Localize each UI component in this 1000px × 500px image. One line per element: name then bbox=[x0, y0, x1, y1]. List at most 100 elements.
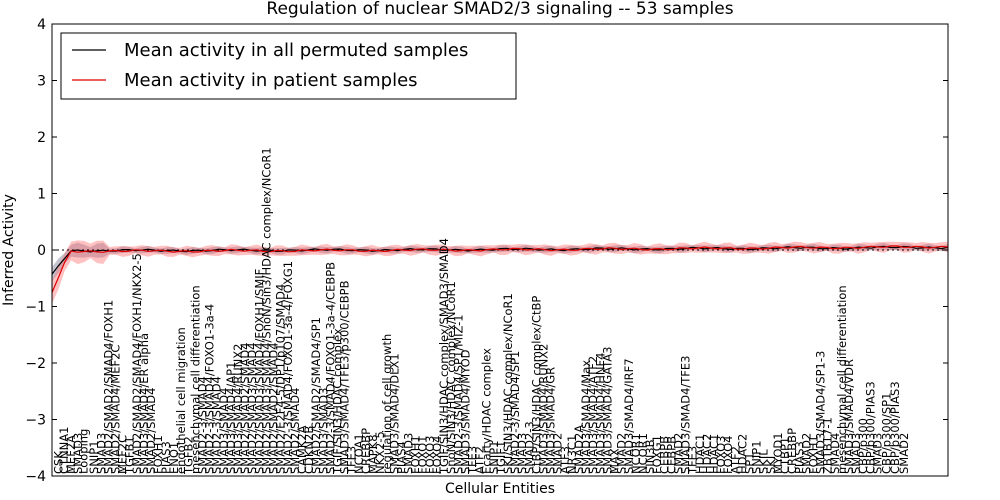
entity-label: SKI bbox=[764, 456, 778, 474]
entity-label: SMAD3/SMAD4/HNF4 bbox=[593, 353, 607, 474]
entity-label: MEF2A bbox=[64, 435, 78, 474]
entity-label: SMAD2-3/SMAD4 bbox=[196, 376, 210, 474]
entity-label: SMAD2 bbox=[672, 433, 686, 474]
entity-label: ZBTB17-1 bbox=[821, 417, 835, 474]
entity-label: SMAD2/E2F4-5/DP1/p107/SMAD4 bbox=[274, 284, 288, 474]
entity-label: SMAD3/SMAD4/RUNX2 bbox=[537, 344, 551, 474]
entity-label: SMAD3 bbox=[515, 433, 529, 474]
y-tick-label: −3 bbox=[25, 413, 46, 429]
entity-label: FOXH1 bbox=[151, 435, 165, 474]
entity-label: TFE3 bbox=[345, 446, 359, 475]
entity-label: NCOR1 bbox=[629, 433, 643, 474]
entity-label: mesenchymal cell differentiation bbox=[188, 285, 202, 474]
entity-label: MEF2C bbox=[116, 435, 130, 474]
entity-label: SnoN/SIN3/HDAC complex/NCoR1 bbox=[444, 281, 458, 474]
entity-label: NKX2-5 bbox=[373, 431, 387, 474]
entity-label: TFE3 bbox=[686, 446, 700, 475]
entity-label: SMAD2/SMAD2/SMAD4 bbox=[267, 342, 281, 474]
entity-label: SMAD3/SMAD4/MYOD bbox=[458, 349, 472, 474]
legend-label-patient: Mean activity in patient samples bbox=[124, 70, 418, 91]
entity-label: CBP/p300/PIAS3 bbox=[863, 381, 877, 474]
entity-label: SMAD2/SMAD2/SMAD4/SP1 bbox=[309, 317, 323, 474]
entity-label: SMAD3 bbox=[71, 433, 85, 474]
entity-label: CTNNA1 bbox=[57, 427, 71, 474]
entity-label: SKIL bbox=[757, 449, 771, 474]
entity-label: SMAD3/SMAD4/Max bbox=[579, 360, 593, 474]
entity-label: TGFB1 bbox=[123, 436, 137, 475]
y-tick-label: −4 bbox=[25, 469, 46, 485]
entity-label: CSK bbox=[52, 451, 66, 474]
entity-label: SMAD3/SMAD4/TFE3 bbox=[679, 356, 693, 475]
entity-label: SMAD2-3/SMAD4 bbox=[210, 376, 224, 474]
legend-label-permuted: Mean activity in all permuted samples bbox=[124, 40, 468, 61]
y-tick-label: −1 bbox=[25, 300, 46, 316]
entity-label: NCOR1 bbox=[636, 433, 650, 474]
y-tick-label: 3 bbox=[37, 74, 46, 90]
entity-label: CBP/p300 bbox=[856, 418, 870, 474]
entity-label: SMAD3/SMAD4/VDR bbox=[842, 359, 856, 474]
y-tick-label: 1 bbox=[37, 187, 46, 203]
entity-label: FOXO4 bbox=[430, 436, 444, 474]
entity-label: SMAD2/SMAD4/MEF2C bbox=[109, 345, 123, 474]
entity-label: TGIF/SIN3/HDAC complex bbox=[331, 328, 345, 475]
entity-label: endothelial cell migration bbox=[174, 327, 188, 474]
entity-label: SMAD2-3/SMAD4/FOXO1-3a-4/CEBPB bbox=[323, 262, 337, 474]
y-tick-label: 0 bbox=[37, 243, 46, 259]
y-tick-label: 2 bbox=[37, 130, 46, 146]
entity-label: CAMK2A bbox=[295, 425, 309, 474]
entity-label: HDAC2 bbox=[735, 434, 749, 474]
entity-label: SMAD2-3/SMAD4/FOXO1-3a-4/FOXG1 bbox=[281, 261, 295, 474]
entity-label: SMAD3/SMAD4/RUNX2 bbox=[231, 344, 245, 474]
entity-label: SMAD3/SMAD4 bbox=[217, 388, 231, 474]
entity-label: SMAD2/SMAD3/SMAD4/SnoN/Sin3/HDAC complex… bbox=[260, 147, 274, 474]
entity-label: SMAD2/SMAD2/SMAD4 bbox=[238, 342, 252, 474]
entity-label: SMAD2 bbox=[799, 433, 813, 474]
entity-label: SMAD2/SMAD4 bbox=[144, 388, 158, 474]
entity-label: MAPK8 bbox=[366, 434, 380, 474]
entity-label: SMAD3/SMAD4/GR bbox=[544, 367, 558, 474]
entity-label: MAX bbox=[608, 448, 622, 474]
entity-label: regulation of cell growth bbox=[380, 334, 394, 474]
entity-label: FOXH1 bbox=[807, 435, 821, 474]
entity-label: CEBPB bbox=[657, 436, 671, 474]
entity-label: FOXO4 bbox=[721, 436, 735, 474]
y-axis-ticks: −4 −3 −2 −1 0 1 2 3 4 bbox=[25, 17, 948, 485]
plot-area: CSKCTNNA1MEF2ASMAD3LoopingSNIP1SMAD3SMAD… bbox=[25, 17, 949, 485]
entity-label: ENO1 bbox=[167, 442, 181, 474]
y-axis-label: Inferred Activity bbox=[1, 194, 17, 306]
entity-label: SMAD2/SMAD4 bbox=[288, 388, 302, 474]
entity-label: SMAD2/SMAD2/SMAD4/FOXH1/NKX2-5 bbox=[130, 253, 144, 474]
entity-label: PIAS3 bbox=[792, 441, 806, 474]
entity-label: CREBBP bbox=[359, 428, 373, 474]
entity-label: FOXG1 bbox=[650, 435, 664, 474]
entity-label: SMAD2-3/SMAD4/SP1 bbox=[508, 351, 522, 474]
entity-label: SMAD3/SMAD3 bbox=[316, 388, 330, 474]
entity-labels: CSKCTNNA1MEF2ASMAD3LoopingSNIP1SMAD3SMAD… bbox=[52, 147, 911, 475]
entity-label: SMAD2 bbox=[615, 433, 629, 474]
entity-label: SMAD2 bbox=[551, 433, 565, 474]
series-band-0 bbox=[52, 242, 948, 282]
entity-label: mesenchymal cell differentiation bbox=[835, 285, 849, 474]
entity-label: FOXO3 bbox=[423, 436, 437, 474]
entity-label: SMAD3/SMAD4/DLX1 bbox=[387, 353, 401, 474]
entity-label: SMAD3 bbox=[402, 433, 416, 474]
x-axis-label: Cellular Entities bbox=[445, 481, 555, 497]
entity-label: SMAD3/SMAD4/AP1 bbox=[224, 362, 238, 474]
entity-label: SNIP1 bbox=[487, 440, 501, 474]
entity-label: CTBP1 bbox=[778, 437, 792, 474]
entity-label: FOXO3 bbox=[714, 436, 728, 474]
entity-label: ATF2 bbox=[728, 446, 742, 474]
entity-label: TFE3 bbox=[466, 446, 480, 475]
entity-label: CBP/p300/SP1 bbox=[879, 393, 893, 474]
entity-label: SIN3B bbox=[643, 439, 657, 474]
entity-label: Looping bbox=[77, 429, 91, 474]
chart-title: Regulation of nuclear SMAD2/3 signaling … bbox=[266, 0, 733, 19]
entity-label: Ecarty/HDAC complex bbox=[480, 348, 494, 474]
entity-label: TGIF1 bbox=[494, 441, 508, 475]
entity-label: SMAD2/SMAD3/SMAD4/FOXH1/SMIF bbox=[252, 269, 266, 474]
series-line-0 bbox=[51, 245, 949, 275]
entity-label: ATF3 bbox=[558, 446, 572, 474]
entity-label: CtBP/SIN3/HDAC complex/CtBP bbox=[529, 296, 543, 474]
entity-label: NR3C1 bbox=[565, 435, 579, 474]
entity-label: SMAD3/SMAD4/ER alpha bbox=[137, 333, 151, 474]
